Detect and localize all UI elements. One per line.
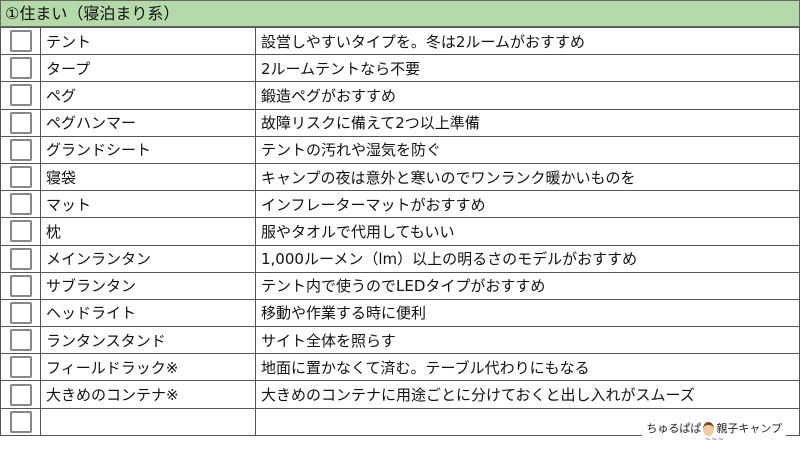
- checkbox-cell: [0, 81, 41, 110]
- table-row: ヘッドライト 移動や作業する時に便利: [0, 298, 800, 328]
- checkbox[interactable]: [9, 30, 32, 53]
- table-row: ペグハンマー 故障リスクに備えて2つ以上準備: [0, 108, 800, 137]
- item-name: サブランタン: [40, 271, 256, 300]
- item-note: 服やタオルで代用してもいい: [255, 217, 800, 246]
- checkbox[interactable]: [9, 138, 32, 161]
- item-note: 2ルームテントなら不要: [255, 54, 800, 83]
- checkbox-cell: [0, 162, 41, 192]
- item-name: フィールドラック※: [40, 353, 256, 382]
- checkbox-cell: [0, 407, 41, 436]
- checkbox[interactable]: [9, 356, 32, 379]
- item-name: ヘッドライト: [40, 298, 256, 328]
- checkbox[interactable]: [9, 247, 32, 270]
- logo-text-left: ちゅるぱぱ: [646, 422, 702, 435]
- watermark-logo: ちゅるぱぱ 親子キャンプ 〜 〜 〜: [642, 419, 786, 444]
- table-row: テント 設営しやすいタイプを。冬は2ルームがおすすめ: [0, 26, 800, 56]
- checkbox-cell: [0, 135, 41, 164]
- item-name: ペグ: [40, 81, 256, 110]
- table-row: 枕 服やタオルで代用してもいい: [0, 217, 800, 246]
- item-note: サイト全体を照らす: [255, 326, 800, 355]
- checkbox-cell: [0, 26, 41, 56]
- item-name: メインランタン: [40, 244, 256, 273]
- checkbox[interactable]: [9, 383, 32, 406]
- table-row: フィールドラック※ 地面に置かなくて済む。テーブル代わりにもなる: [0, 353, 800, 382]
- table-row: グランドシート テントの汚れや湿気を防ぐ: [0, 135, 800, 164]
- item-name: マット: [40, 190, 256, 219]
- checkbox-cell: [0, 54, 41, 83]
- item-name: [40, 407, 256, 436]
- logo-text-right: 親子キャンプ: [716, 422, 782, 435]
- checkbox[interactable]: [9, 220, 32, 243]
- checkbox-cell: [0, 380, 41, 409]
- checkbox[interactable]: [9, 329, 32, 352]
- checkbox[interactable]: [9, 193, 32, 216]
- checkbox-cell: [0, 271, 41, 300]
- checkbox-cell: [0, 353, 41, 382]
- item-name: テント: [40, 26, 256, 56]
- child-face-icon: [703, 422, 715, 436]
- item-note: 故障リスクに備えて2つ以上準備: [255, 108, 800, 137]
- item-note: 地面に置かなくて済む。テーブル代わりにもなる: [255, 353, 800, 382]
- table-row: タープ 2ルームテントなら不要: [0, 54, 800, 83]
- item-name: 大きめのコンテナ※: [40, 380, 256, 409]
- checkbox-cell: [0, 298, 41, 328]
- item-note: 1,000ルーメン（lm）以上の明るさのモデルがおすすめ: [255, 244, 800, 273]
- checkbox-cell: [0, 190, 41, 219]
- table-row: 大きめのコンテナ※ 大きめのコンテナに用途ごとに分けておくと出し入れがスムーズ: [0, 380, 800, 409]
- item-note: 移動や作業する時に便利: [255, 298, 800, 328]
- item-note: インフレーターマットがおすすめ: [255, 190, 800, 219]
- checkbox-cell: [0, 326, 41, 355]
- checkbox[interactable]: [9, 84, 32, 107]
- item-name: 枕: [40, 217, 256, 246]
- item-name: タープ: [40, 54, 256, 83]
- table-row: メインランタン 1,000ルーメン（lm）以上の明るさのモデルがおすすめ: [0, 244, 800, 273]
- item-note: 大きめのコンテナに用途ごとに分けておくと出し入れがスムーズ: [255, 380, 800, 409]
- table-row: サブランタン テント内で使うのでLEDタイプがおすすめ: [0, 271, 800, 300]
- table-row: 寝袋 キャンプの夜は意外と寒いのでワンランク暖かいものを: [0, 162, 800, 192]
- table-row: ペグ 鍛造ペグがおすすめ: [0, 81, 800, 110]
- checkbox-cell: [0, 244, 41, 273]
- item-name: グランドシート: [40, 135, 256, 164]
- checkbox[interactable]: [9, 301, 32, 324]
- item-note: 鍛造ペグがおすすめ: [255, 81, 800, 110]
- checkbox[interactable]: [9, 274, 32, 297]
- section-title: ①住まい（寝泊まり系）: [0, 0, 800, 27]
- checkbox[interactable]: [9, 166, 32, 189]
- item-note: 設営しやすいタイプを。冬は2ルームがおすすめ: [255, 26, 800, 56]
- checkbox[interactable]: [9, 111, 32, 134]
- item-name: 寝袋: [40, 162, 256, 192]
- checkbox-cell: [0, 217, 41, 246]
- item-name: ペグハンマー: [40, 108, 256, 137]
- checkbox-cell: [0, 108, 41, 137]
- item-note: テントの汚れや湿気を防ぐ: [255, 135, 800, 164]
- item-name: ランタンスタンド: [40, 326, 256, 355]
- checkbox[interactable]: [9, 57, 32, 80]
- logo-tagline: 〜 〜 〜: [705, 437, 724, 443]
- item-note: キャンプの夜は意外と寒いのでワンランク暖かいものを: [255, 162, 800, 192]
- table-row: ランタンスタンド サイト全体を照らす: [0, 326, 800, 355]
- table-row: マット インフレーターマットがおすすめ: [0, 190, 800, 219]
- item-note: テント内で使うのでLEDタイプがおすすめ: [255, 271, 800, 300]
- checklist-table: テント 設営しやすいタイプを。冬は2ルームがおすすめ タープ 2ルームテントなら…: [0, 26, 800, 436]
- checkbox[interactable]: [9, 410, 32, 433]
